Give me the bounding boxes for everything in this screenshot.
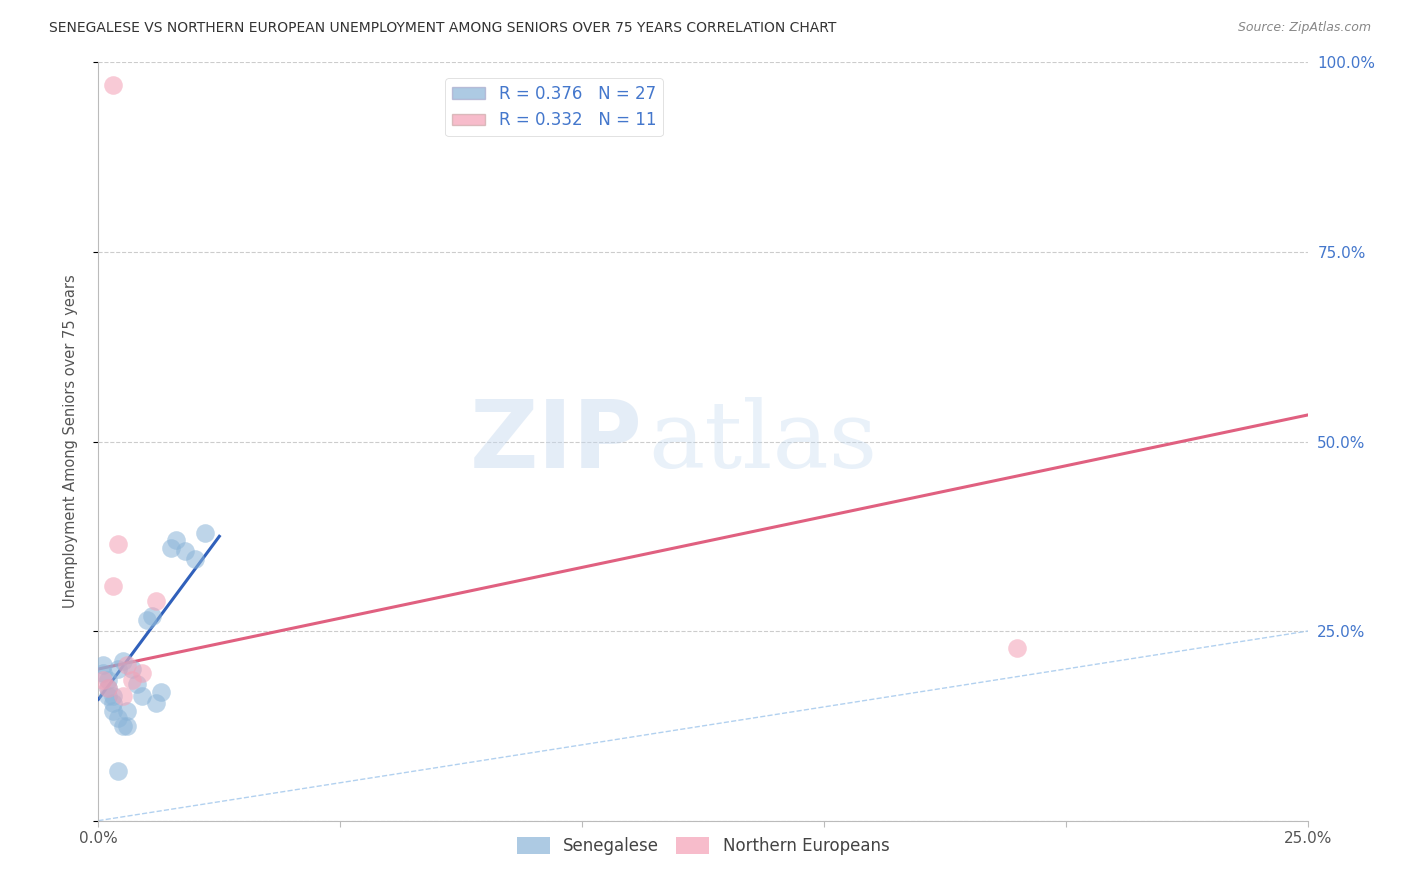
Point: [121, 673, 143, 688]
Point: [107, 764, 129, 779]
Point: [101, 689, 124, 703]
Text: Source: ZipAtlas.com: Source: ZipAtlas.com: [1237, 21, 1371, 34]
Point: [97, 689, 120, 703]
Point: [111, 689, 134, 703]
Point: [160, 541, 183, 555]
Point: [107, 711, 129, 725]
Point: [97, 681, 120, 695]
Legend: Senegalese, Northern Europeans: Senegalese, Northern Europeans: [510, 830, 896, 862]
Point: [135, 613, 157, 627]
Text: ZIP: ZIP: [470, 395, 643, 488]
Y-axis label: Unemployment Among Seniors over 75 years: Unemployment Among Seniors over 75 years: [63, 275, 77, 608]
Point: [101, 696, 124, 710]
Point: [111, 719, 134, 733]
Point: [101, 579, 124, 593]
Point: [117, 719, 139, 733]
Point: [97, 681, 120, 695]
Point: [101, 78, 124, 92]
Point: [1007, 640, 1029, 655]
Point: [131, 665, 153, 680]
Point: [91, 673, 114, 688]
Point: [194, 525, 217, 540]
Point: [145, 696, 167, 710]
Text: atlas: atlas: [648, 397, 877, 486]
Point: [141, 608, 163, 623]
Point: [121, 662, 143, 676]
Point: [165, 533, 187, 548]
Point: [111, 655, 134, 669]
Point: [91, 658, 114, 673]
Point: [107, 662, 129, 676]
Point: [145, 594, 167, 608]
Point: [101, 704, 124, 718]
Text: SENEGALESE VS NORTHERN EUROPEAN UNEMPLOYMENT AMONG SENIORS OVER 75 YEARS CORRELA: SENEGALESE VS NORTHERN EUROPEAN UNEMPLOY…: [49, 21, 837, 35]
Point: [117, 704, 139, 718]
Point: [131, 689, 153, 703]
Point: [174, 544, 197, 558]
Point: [184, 552, 207, 566]
Point: [97, 673, 120, 688]
Point: [150, 685, 173, 699]
Point: [107, 537, 129, 551]
Point: [127, 677, 149, 691]
Point: [117, 658, 139, 673]
Point: [91, 665, 114, 680]
